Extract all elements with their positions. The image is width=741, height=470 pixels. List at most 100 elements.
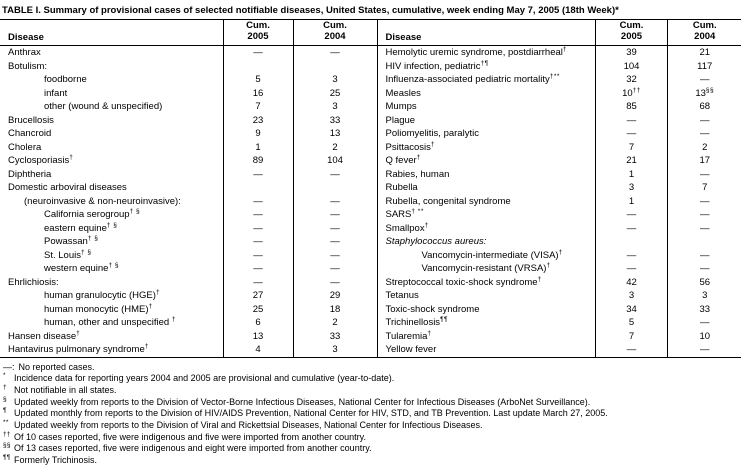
table-row: California serogroup† § — — [0, 208, 377, 222]
column-header-cum-2004: Cum. 2004 [667, 20, 741, 46]
table-row: Rubella 3 7 [378, 181, 741, 195]
footnote-marker: † [546, 262, 551, 269]
disease-name: Rubella [385, 182, 418, 193]
footnote-text: Of 10 cases reported, five were indigeno… [14, 431, 367, 442]
table-row: Chancroid 9 13 [0, 127, 377, 141]
table-row: foodborne 5 3 [0, 73, 377, 87]
table-row: other (wound & unspecified) 7 3 [0, 100, 377, 114]
column-header-cum-2005: Cum. 2005 [595, 20, 668, 46]
footnote-marker: † § [108, 262, 119, 269]
cum-2005-value: — [222, 45, 293, 60]
cum-2004-value: 33 [667, 302, 741, 316]
right-table-body: Hemolytic uremic syndrome, postdiarrheal… [378, 45, 741, 357]
disease-name: Vancomycin-intermediate (VISA)† [421, 248, 563, 261]
cum-2004-value: — [292, 208, 377, 222]
cum-2004-value: 33 [292, 113, 377, 127]
cum-2005-value: 16 [222, 86, 293, 100]
table-row: HIV infection, pediatric†¶ 104 117 [378, 59, 741, 73]
cum-2004-value [292, 181, 377, 195]
cum-2005-value: 23 [222, 113, 293, 127]
cum-2004-value [667, 235, 741, 249]
disease-name: Trichinellosis¶¶ [385, 316, 449, 328]
cum-2005-value: 7 [595, 140, 668, 154]
cum-2004-value: 13§§ [667, 86, 741, 100]
footnote: † Not notifiable in all states. [3, 383, 117, 395]
disease-name: Q fever† [385, 154, 421, 166]
cum-2004-value: — [667, 248, 741, 262]
cum-2005-value: — [595, 262, 668, 276]
cum-2004-value: — [292, 194, 377, 208]
table-row: SARS† ** — — [378, 208, 741, 222]
cum-label: Cum. [323, 20, 347, 31]
cum-2005-value: 7 [595, 329, 668, 343]
table-row: Tetanus 3 3 [378, 289, 741, 303]
disease-name: western equine† § [44, 262, 119, 274]
cum-2005-value: — [222, 221, 293, 235]
cum-2005-value: 27 [222, 289, 293, 303]
table-row: Smallpox† — — [378, 221, 741, 235]
disease-name: California serogroup† § [44, 208, 141, 220]
disease-name: HIV infection, pediatric†¶ [385, 59, 489, 72]
cum-2005-value: — [222, 235, 293, 249]
table-row: Hansen disease† 13 33 [0, 329, 377, 343]
cum-2004-value: — [292, 221, 377, 235]
cum-2005-value [222, 181, 293, 195]
cum-2005-value: 1 [595, 194, 668, 208]
table-row: Trichinellosis¶¶ 5— [378, 316, 741, 330]
table-row: Q fever† 21 17 [378, 154, 741, 168]
disease-name: Tetanus [385, 290, 419, 301]
footnote: ** Updated weekly from reports to the Div… [3, 419, 483, 431]
cum-2004-value: 104 [292, 154, 377, 168]
disease-name: Staphylococcus aureus: [385, 236, 487, 247]
cum-2004-value: 33 [292, 329, 377, 343]
cum-2004-value: 7 [667, 181, 741, 195]
disease-name: Streptococcal toxic-shock syndrome† [385, 275, 542, 288]
cum-2005-value: 6 [222, 316, 293, 330]
column-header-cum-2005: Cum. 2005 [222, 20, 293, 46]
cum-2004-value: 13 [292, 127, 377, 141]
table-row: Toxic-shock syndrome 34 33 [378, 302, 741, 316]
cum-2005-value: 5 [222, 73, 293, 87]
cum-2004-value: 3 [292, 73, 377, 87]
footnote-marker: † [427, 329, 432, 337]
cum-2004-value: — [292, 275, 377, 289]
cum-2004-value: 56 [667, 275, 741, 289]
cum-2004-value: 2 [292, 140, 377, 154]
table-row: Anthrax — — [0, 45, 377, 60]
disease-name: human, other and unspecified † [44, 316, 176, 328]
disease-name: Rubella, congenital syndrome [385, 195, 511, 207]
disease-name: Rabies, human [385, 168, 450, 180]
footnote-marker: † [76, 329, 81, 337]
table-row: Botulism: [0, 59, 377, 73]
cum-2004-value: — [667, 167, 741, 181]
footnote: §§ Of 13 cases reported, five were indige… [3, 442, 372, 454]
footnote-marker: † [69, 154, 74, 161]
table-row: Cyclosporiasis† 89 104 [0, 154, 377, 168]
cum-2004-value: — [667, 73, 741, 87]
year-label: 2005 [247, 31, 269, 42]
year-label: 2005 [620, 31, 643, 42]
cum-2005-value: 4 [222, 343, 293, 357]
cum-2005-value: — [222, 167, 293, 181]
disease-name: Toxic-shock syndrome [385, 303, 480, 315]
table-row: Mumps 85 68 [378, 100, 741, 114]
left-table-body: Anthrax — — Botulism: foodborne 5 3 infant 16 25 o… [0, 45, 377, 357]
footnote-text: No reported cases. [18, 361, 95, 372]
footnote: —: No reported cases. [3, 362, 741, 374]
cum-2004-value: 3 [292, 100, 377, 114]
year-label: 2004 [324, 31, 346, 42]
table-row: Tularemia† 7 10 [378, 329, 741, 343]
footnote-text: Formerly Trichinosis. [14, 455, 98, 466]
cum-2004-value: — [667, 262, 741, 276]
cum-2004-value: 3 [667, 289, 741, 303]
cum-2005-value: 34 [595, 302, 668, 316]
disease-name: eastern equine† § [44, 221, 118, 234]
cum-2005-value: — [222, 248, 293, 262]
cum-2005-value: 42 [595, 275, 668, 289]
cum-2005-value: — [595, 248, 668, 262]
footnote-marker: † § [106, 221, 118, 229]
cum-2005-value: — [595, 343, 668, 357]
disease-name: Diphtheria [8, 168, 52, 180]
cum-2005-value: 1 [222, 140, 293, 154]
